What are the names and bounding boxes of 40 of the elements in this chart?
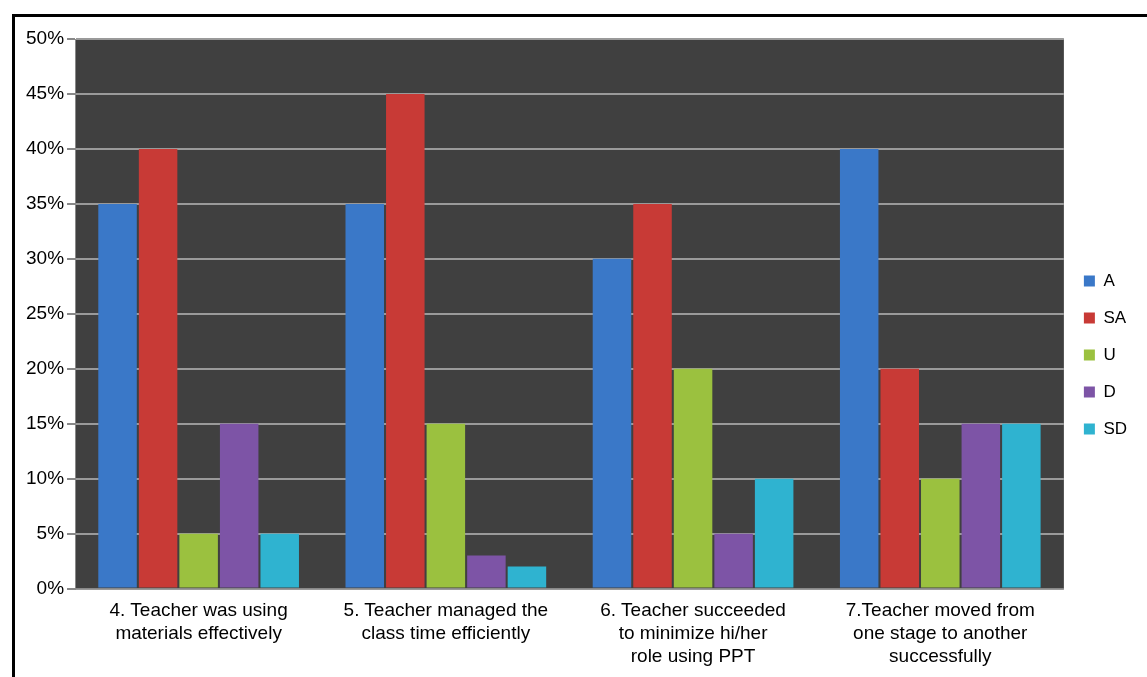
bar (507, 566, 547, 588)
bar (179, 533, 218, 588)
legend-label: SD (1103, 418, 1128, 438)
bar (1002, 423, 1041, 588)
bar (880, 368, 919, 588)
bar (839, 148, 879, 588)
y-tick-label: 50% (26, 27, 65, 49)
x-tick-label: 6. Teacher succeeded to minimize hi/her role using PPT (600, 599, 786, 666)
bar (98, 203, 137, 588)
y-tick-label: 45% (26, 82, 65, 104)
bar (426, 423, 466, 588)
bar (921, 478, 960, 588)
y-tick-label: 20% (26, 356, 65, 378)
y-tick-label: 40% (26, 137, 65, 159)
bar (754, 478, 794, 588)
y-tick-label: 5% (36, 521, 65, 543)
bar (673, 368, 713, 588)
bar (592, 258, 632, 588)
y-tick-label: 0% (36, 576, 65, 598)
bar (219, 423, 259, 588)
y-tick-label: 10% (26, 466, 65, 488)
bar (138, 148, 178, 588)
bar (386, 93, 425, 588)
bar (714, 533, 753, 588)
bar (633, 203, 672, 588)
y-tick-label: 15% (26, 411, 65, 433)
bar (961, 423, 1001, 588)
legend-label: A (1103, 270, 1116, 290)
x-tick-label: 5. Teacher managed the class time efficiently (343, 599, 549, 644)
bar (260, 533, 299, 588)
legend-label: SA (1103, 307, 1127, 327)
legend-label: U (1103, 344, 1116, 364)
y-tick-label: 30% (26, 247, 65, 269)
y-tick-label: 25% (26, 302, 65, 324)
y-tick-label: 35% (26, 192, 65, 214)
x-tick-label: 4. Teacher was using materials effectively (109, 599, 288, 644)
bar (467, 555, 506, 588)
legend-label: D (1103, 381, 1116, 401)
x-tick-label: 7.Teacher moved from one stage to another successfully (845, 599, 1035, 666)
bar (345, 203, 385, 588)
